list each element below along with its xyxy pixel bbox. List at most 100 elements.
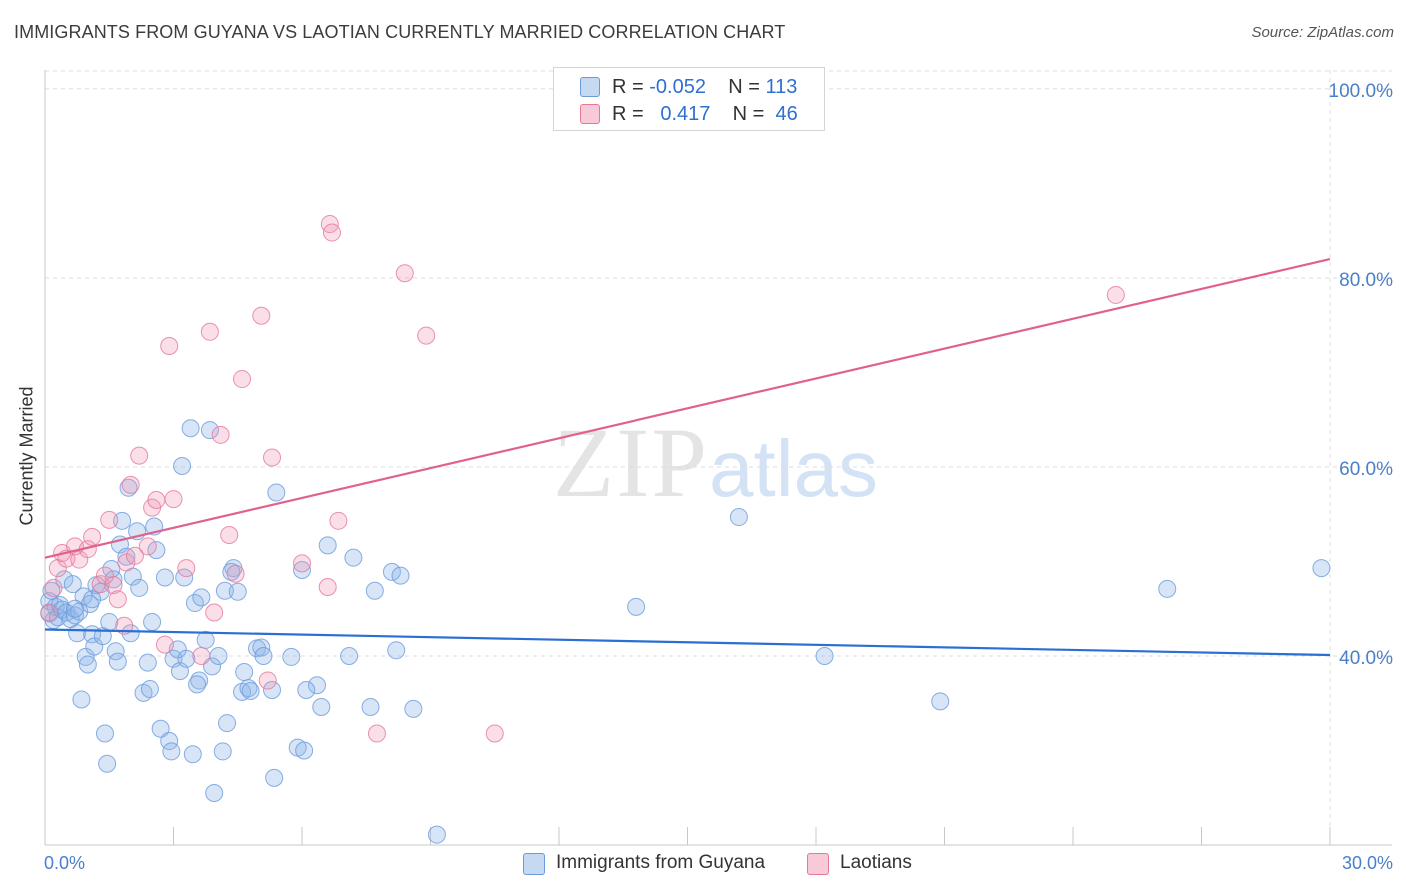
legend-r-value: -0.052 <box>649 76 706 98</box>
point-guyana <box>100 612 119 631</box>
point-guyana <box>387 641 406 660</box>
point-laotians <box>318 577 337 596</box>
point-guyana <box>1158 579 1177 598</box>
x-tick-label: 0.0% <box>44 853 85 873</box>
point-guyana <box>729 508 748 527</box>
point-guyana <box>65 599 84 618</box>
point-laotians <box>192 646 211 665</box>
point-guyana <box>83 590 102 609</box>
legend-row-guyana: R = -0.052 N = 113 <box>554 74 824 100</box>
point-laotians <box>100 510 119 529</box>
point-guyana <box>155 568 174 587</box>
point-laotians <box>91 575 110 594</box>
point-laotians <box>293 554 311 573</box>
y-tick-label: 40.0% <box>1339 648 1393 669</box>
point-guyana <box>177 649 196 668</box>
series-guyana-points <box>40 419 1331 844</box>
legend-n-value: 113 <box>765 76 798 98</box>
bottom-legend-label-guyana: Immigrants from Guyana <box>556 852 766 873</box>
point-guyana <box>200 421 219 440</box>
watermark-zip: ZIP <box>553 407 709 518</box>
point-laotians <box>226 564 245 583</box>
point-laotians <box>104 576 123 595</box>
point-guyana <box>427 825 446 844</box>
point-laotians <box>108 590 127 609</box>
point-guyana <box>113 511 132 530</box>
chart-title: IMMIGRANTS FROM GUYANA VS LAOTIAN CURREN… <box>14 22 786 42</box>
y-tick-label: 100.0% <box>1329 81 1394 102</box>
legend-n-value: 46 <box>775 103 798 125</box>
legend-r-value: 0.417 <box>660 103 711 125</box>
point-guyana <box>213 742 232 761</box>
point-guyana <box>50 595 69 614</box>
point-guyana <box>235 663 254 682</box>
point-guyana <box>196 630 215 649</box>
point-guyana <box>344 548 363 567</box>
point-guyana <box>218 714 237 733</box>
point-laotians <box>160 336 179 355</box>
point-guyana <box>627 597 646 616</box>
point-guyana <box>63 575 82 594</box>
legend-n-label: N = <box>728 76 760 98</box>
point-guyana <box>382 562 401 581</box>
axes <box>44 70 1392 846</box>
point-guyana <box>215 581 234 600</box>
trend-lines <box>44 257 1331 657</box>
point-laotians <box>263 448 282 467</box>
point-guyana <box>108 652 127 671</box>
point-guyana <box>143 612 162 631</box>
point-guyana <box>297 681 316 699</box>
point-guyana <box>138 653 157 672</box>
point-guyana <box>931 692 950 711</box>
point-laotians <box>44 578 63 597</box>
point-guyana <box>183 745 202 764</box>
y-tick-label: 80.0% <box>1339 270 1393 291</box>
source-label: Source: ZipAtlas.com <box>1251 24 1394 41</box>
point-guyana <box>295 741 314 760</box>
point-guyana <box>72 690 91 709</box>
bottom-legend-label-laotians: Laotians <box>840 852 912 873</box>
point-guyana <box>404 699 423 718</box>
point-guyana <box>68 624 87 643</box>
point-guyana <box>263 681 282 699</box>
point-laotians <box>1106 285 1125 304</box>
point-guyana <box>121 624 140 643</box>
point-guyana <box>98 754 117 773</box>
point-laotians <box>155 635 174 654</box>
point-guyana <box>340 646 359 665</box>
point-laotians <box>395 264 414 283</box>
point-guyana <box>265 768 284 787</box>
legend-swatch-laotians <box>580 104 600 124</box>
point-guyana <box>254 646 273 665</box>
legend-r-label: R = <box>612 103 644 125</box>
point-guyana <box>130 578 149 597</box>
point-guyana <box>78 655 97 674</box>
point-guyana <box>95 724 114 743</box>
point-guyana <box>188 675 207 694</box>
point-guyana <box>365 581 384 600</box>
point-laotians <box>147 491 166 510</box>
point-guyana <box>361 698 380 717</box>
point-laotians <box>130 446 149 465</box>
point-guyana <box>391 566 410 585</box>
correlation-legend: R = -0.052 N = 113 R = 0.417 N = 46 <box>553 67 825 131</box>
point-guyana <box>205 784 224 803</box>
y-tick-label: 60.0% <box>1339 459 1393 480</box>
point-guyana <box>312 698 331 717</box>
watermark: ZIPatlas <box>553 405 878 520</box>
point-laotians <box>211 425 230 444</box>
legend-n-label: N = <box>732 103 765 125</box>
point-laotians <box>485 724 504 743</box>
legend-r-label: R = <box>612 76 644 98</box>
bottom-legend-swatch-laotians <box>807 853 829 875</box>
point-laotians <box>205 603 224 622</box>
point-guyana <box>209 646 228 665</box>
trend-line-guyana <box>44 628 1331 657</box>
point-laotians <box>40 603 59 622</box>
grid-lines <box>45 70 1392 845</box>
point-guyana <box>318 536 337 555</box>
point-laotians <box>200 322 219 341</box>
watermark-atlas: atlas <box>709 424 878 513</box>
point-laotians <box>233 370 252 389</box>
point-guyana <box>192 588 211 607</box>
